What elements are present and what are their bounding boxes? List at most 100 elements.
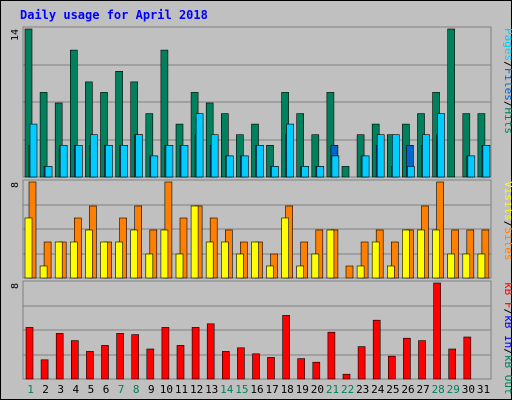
day-label-12: 12: [190, 383, 203, 396]
bar-kb-f-day-11: [176, 345, 185, 380]
bar-pages-day-17: [271, 166, 279, 178]
bar-pages-day-19: [301, 166, 310, 178]
bar-visits-day-14: [221, 241, 229, 279]
day-label-4: 4: [72, 383, 79, 396]
legend-entry: kB F: [502, 282, 512, 309]
bar-pages-day-8: [135, 134, 143, 178]
bar-visits-day-12: [190, 205, 199, 279]
day-label-25: 25: [386, 383, 399, 396]
legend-entry: /: [502, 101, 512, 108]
day-label-29: 29: [447, 383, 460, 396]
day-label-3: 3: [57, 383, 64, 396]
legend-entry: Sites: [502, 227, 512, 260]
day-label-27: 27: [416, 383, 429, 396]
day-label-19: 19: [296, 383, 309, 396]
bar-pages-day-20: [316, 166, 325, 178]
bar-hits-day-4: [70, 49, 78, 178]
legend-2: Visits/Sites: [502, 181, 512, 261]
bar-hits-day-14: [221, 113, 229, 178]
bar-sites-day-19: [300, 241, 309, 279]
legend-entry: Files: [502, 68, 512, 101]
bar-kb-f-day-21: [327, 331, 336, 380]
day-label-18: 18: [281, 383, 294, 396]
bar-pages-day-21: [331, 155, 340, 178]
y-tick-label: 8: [10, 283, 21, 289]
bar-hits-day-1: [24, 28, 33, 178]
bar-visits-day-5: [85, 229, 93, 279]
bar-hits-day-8: [130, 81, 138, 178]
bar-pages-day-11: [180, 145, 189, 178]
day-label-2: 2: [42, 383, 49, 396]
bar-pages-day-18: [286, 123, 294, 178]
bar-pages-day-12: [195, 113, 204, 178]
bar-visits-day-13: [205, 241, 214, 279]
day-label-21: 21: [326, 383, 339, 396]
bar-pages-day-16: [256, 145, 264, 178]
bar-pages-day-9: [150, 155, 159, 178]
bar-visits-day-3: [54, 241, 63, 279]
y-tick-label: 8: [10, 182, 21, 188]
bar-visits-day-28: [432, 229, 440, 279]
day-label-20: 20: [311, 383, 324, 396]
bar-hits-day-10: [160, 49, 169, 178]
bar-hits-day-7: [115, 71, 123, 178]
bar-pages-day-3: [59, 145, 68, 178]
bar-kb-f-day-28: [433, 282, 441, 380]
bar-kb-f-day-4: [71, 340, 79, 380]
bar-sites-day-25: [390, 241, 399, 279]
bar-pages-day-31: [482, 145, 491, 178]
bar-pages-day-23: [361, 155, 370, 178]
panel-3: 8 kB F/kB In/kB Out: [10, 280, 512, 395]
bar-sites-day-23: [360, 241, 369, 279]
bar-kb-f-day-19: [297, 358, 306, 380]
bar-kb-f-day-7: [116, 333, 124, 380]
bar-kb-f-day-25: [387, 355, 396, 380]
bar-sites-day-2: [43, 241, 52, 279]
bar-hits-day-29: [447, 28, 456, 178]
bar-hits-day-2: [39, 92, 48, 178]
day-label-1: 1: [27, 383, 34, 396]
day-label-31: 31: [477, 383, 490, 396]
day-label-10: 10: [160, 383, 173, 396]
bar-visits-day-24: [371, 241, 380, 279]
bar-pages-day-27: [422, 134, 430, 178]
day-label-11: 11: [175, 383, 188, 396]
day-label-24: 24: [371, 383, 385, 396]
bar-pages-day-13: [210, 134, 219, 178]
bar-pages-day-25: [391, 134, 400, 178]
day-label-5: 5: [88, 383, 95, 396]
bar-kb-f-day-13: [206, 323, 215, 380]
bar-kb-f-day-2: [40, 359, 49, 380]
legend-entry: kB In: [502, 315, 512, 348]
legend-1: Pages/Files/Hits: [502, 28, 512, 134]
bar-visits-day-6: [100, 241, 108, 279]
bar-visits-day-17: [266, 265, 274, 279]
legend-entry: /: [502, 309, 512, 316]
legend-3: kB F/kB In/kB Out: [502, 282, 512, 395]
bar-kb-f-day-15: [237, 347, 245, 380]
bar-pages-day-14: [226, 155, 234, 178]
bar-visits-day-25: [386, 265, 395, 279]
bar-kb-f-day-17: [267, 357, 275, 380]
y-tick-label: 14: [10, 29, 21, 41]
bar-kb-f-day-24: [372, 319, 381, 380]
bar-pages-day-5: [90, 134, 98, 178]
bar-kb-f-day-14: [222, 351, 230, 380]
bar-visits-day-20: [311, 253, 320, 279]
bar-visits-day-23: [356, 265, 365, 279]
chart-title: Daily usage for April 2018: [20, 8, 208, 22]
bar-visits-day-1: [24, 217, 33, 279]
bar-kb-f-day-5: [86, 351, 94, 380]
day-label-30: 30: [462, 383, 475, 396]
bar-kb-f-day-23: [357, 346, 366, 380]
day-label-6: 6: [103, 383, 110, 396]
legend-entry: Visits: [502, 181, 512, 221]
day-label-17: 17: [265, 383, 278, 396]
bar-hits-day-30: [462, 113, 471, 178]
bar-kb-f-day-8: [131, 334, 139, 380]
bar-hits-day-21: [326, 92, 335, 178]
bar-sites-day-22: [345, 265, 354, 279]
legend-entry: /: [502, 348, 512, 355]
bar-pages-day-1: [29, 123, 38, 178]
